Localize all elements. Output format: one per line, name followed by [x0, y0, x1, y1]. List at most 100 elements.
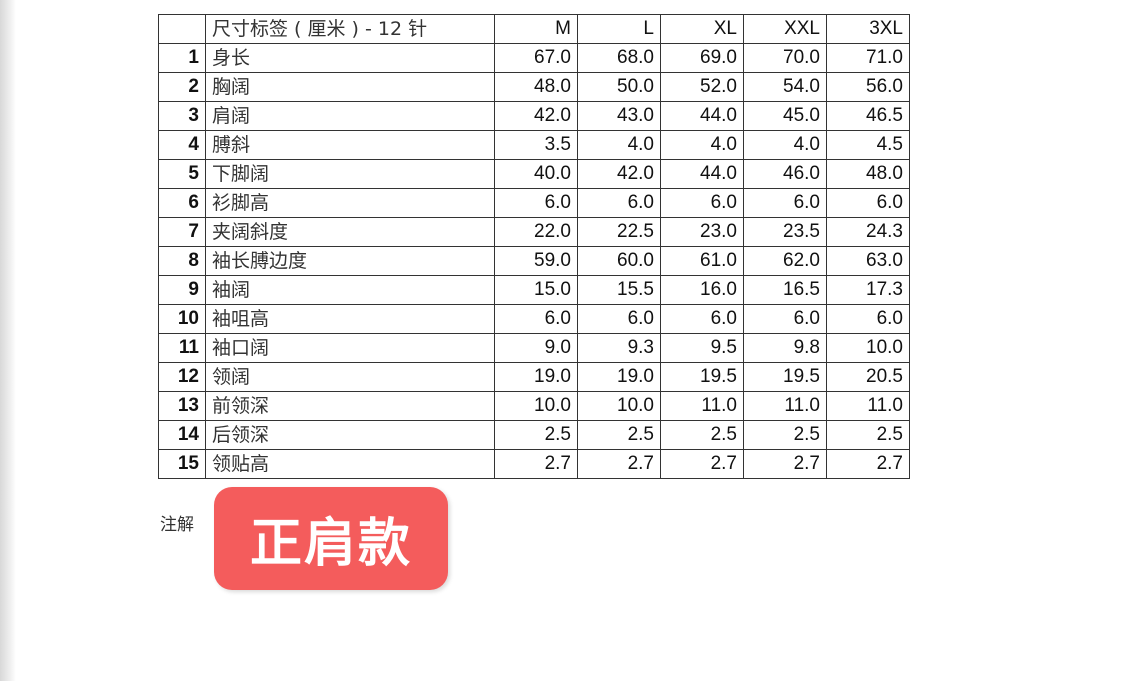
measurement-value: 6.0	[494, 188, 578, 218]
measurement-value: 19.0	[494, 362, 578, 392]
measurement-value: 2.5	[577, 420, 661, 450]
measurement-value: 2.7	[743, 449, 827, 479]
measurement-value: 10.0	[494, 391, 578, 421]
measurement-value: 19.5	[743, 362, 827, 392]
table-row: 14 后领深 2.5 2.5 2.5 2.5 2.5	[158, 420, 910, 450]
measurement-value: 15.0	[494, 275, 578, 305]
measurement-label: 肩阔	[205, 101, 495, 131]
measurement-value: 6.0	[826, 304, 910, 334]
row-number: 6	[158, 188, 206, 218]
measurement-value: 20.5	[826, 362, 910, 392]
table-row: 12 领阔 19.0 19.0 19.5 19.5 20.5	[158, 362, 910, 392]
measurement-value: 2.7	[494, 449, 578, 479]
size-header-m: M	[494, 14, 578, 44]
measurement-label: 夹阔斜度	[205, 217, 495, 247]
measurement-value: 3.5	[494, 130, 578, 160]
measurement-label: 衫脚高	[205, 188, 495, 218]
row-number: 12	[158, 362, 206, 392]
table-row: 8 袖长膊边度 59.0 60.0 61.0 62.0 63.0	[158, 246, 910, 276]
measurement-value: 9.5	[660, 333, 744, 363]
table-row: 6 衫脚高 6.0 6.0 6.0 6.0 6.0	[158, 188, 910, 218]
table-row: 2 胸阔 48.0 50.0 52.0 54.0 56.0	[158, 72, 910, 102]
measurement-value: 6.0	[660, 188, 744, 218]
row-number: 14	[158, 420, 206, 450]
measurement-value: 6.0	[494, 304, 578, 334]
size-header-xl: XL	[660, 14, 744, 44]
size-header-3xl: 3XL	[826, 14, 910, 44]
measurement-value: 46.5	[826, 101, 910, 131]
measurement-value: 19.0	[577, 362, 661, 392]
measurement-value: 48.0	[494, 72, 578, 102]
measurement-value: 42.0	[494, 101, 578, 131]
measurement-value: 50.0	[577, 72, 661, 102]
measurement-value: 4.0	[743, 130, 827, 160]
measurement-value: 4.0	[660, 130, 744, 160]
measurement-value: 23.5	[743, 217, 827, 247]
measurement-value: 68.0	[577, 43, 661, 73]
measurement-label: 胸阔	[205, 72, 495, 102]
measurement-value: 19.5	[660, 362, 744, 392]
measurement-value: 2.7	[826, 449, 910, 479]
measurement-value: 11.0	[743, 391, 827, 421]
measurement-value: 69.0	[660, 43, 744, 73]
measurement-value: 6.0	[577, 188, 661, 218]
measurement-value: 22.0	[494, 217, 578, 247]
measurement-value: 15.5	[577, 275, 661, 305]
measurement-value: 6.0	[577, 304, 661, 334]
table-row: 5 下脚阔 40.0 42.0 44.0 46.0 48.0	[158, 159, 910, 189]
row-number: 7	[158, 217, 206, 247]
table-row: 3 肩阔 42.0 43.0 44.0 45.0 46.5	[158, 101, 910, 131]
style-badge: 正肩款	[214, 487, 448, 590]
measurement-value: 44.0	[660, 101, 744, 131]
measurement-label: 袖口阔	[205, 333, 495, 363]
measurement-value: 42.0	[577, 159, 661, 189]
measurement-value: 63.0	[826, 246, 910, 276]
measurement-value: 11.0	[826, 391, 910, 421]
row-number: 4	[158, 130, 206, 160]
table-row: 7 夹阔斜度 22.0 22.5 23.0 23.5 24.3	[158, 217, 910, 247]
row-number: 11	[158, 333, 206, 363]
measurement-value: 45.0	[743, 101, 827, 131]
size-chart-table: 尺寸标签 ( 厘米 ) - 12 针 M L XL XXL 3XL 1 身长 67.…	[158, 14, 910, 479]
measurement-label: 袖咀高	[205, 304, 495, 334]
measurement-value: 2.5	[660, 420, 744, 450]
measurement-value: 24.3	[826, 217, 910, 247]
measurement-value: 43.0	[577, 101, 661, 131]
measurement-value: 22.5	[577, 217, 661, 247]
measurement-value: 48.0	[826, 159, 910, 189]
table-row: 4 膊斜 3.5 4.0 4.0 4.0 4.5	[158, 130, 910, 160]
measurement-value: 6.0	[826, 188, 910, 218]
measurement-value: 6.0	[660, 304, 744, 334]
table-row: 9 袖阔 15.0 15.5 16.0 16.5 17.3	[158, 275, 910, 305]
row-number: 9	[158, 275, 206, 305]
table-row: 15 领贴高 2.7 2.7 2.7 2.7 2.7	[158, 449, 910, 479]
row-number: 10	[158, 304, 206, 334]
measurement-value: 16.0	[660, 275, 744, 305]
row-number: 8	[158, 246, 206, 276]
row-number: 15	[158, 449, 206, 479]
measurement-label: 身长	[205, 43, 495, 73]
measurement-value: 4.0	[577, 130, 661, 160]
measurement-value: 67.0	[494, 43, 578, 73]
measurement-value: 9.8	[743, 333, 827, 363]
size-header-xxl: XXL	[743, 14, 827, 44]
measurement-label: 袖阔	[205, 275, 495, 305]
measurement-label: 膊斜	[205, 130, 495, 160]
table-row: 1 身长 67.0 68.0 69.0 70.0 71.0	[158, 43, 910, 73]
row-number: 2	[158, 72, 206, 102]
measurement-value: 2.7	[577, 449, 661, 479]
measurement-value: 10.0	[577, 391, 661, 421]
header-index-cell	[158, 14, 206, 44]
measurement-value: 2.7	[660, 449, 744, 479]
measurement-label: 前领深	[205, 391, 495, 421]
measurement-value: 62.0	[743, 246, 827, 276]
table-row: 11 袖口阔 9.0 9.3 9.5 9.8 10.0	[158, 333, 910, 363]
measurement-value: 44.0	[660, 159, 744, 189]
measurement-label: 领阔	[205, 362, 495, 392]
measurement-value: 70.0	[743, 43, 827, 73]
page-edge-shadow	[0, 0, 16, 681]
size-header-l: L	[577, 14, 661, 44]
measurement-value: 11.0	[660, 391, 744, 421]
measurement-value: 23.0	[660, 217, 744, 247]
row-number: 5	[158, 159, 206, 189]
